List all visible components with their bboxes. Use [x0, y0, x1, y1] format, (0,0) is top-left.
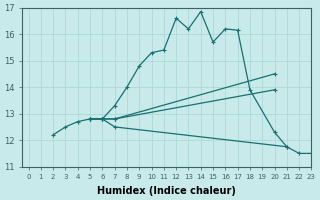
X-axis label: Humidex (Indice chaleur): Humidex (Indice chaleur): [98, 186, 236, 196]
